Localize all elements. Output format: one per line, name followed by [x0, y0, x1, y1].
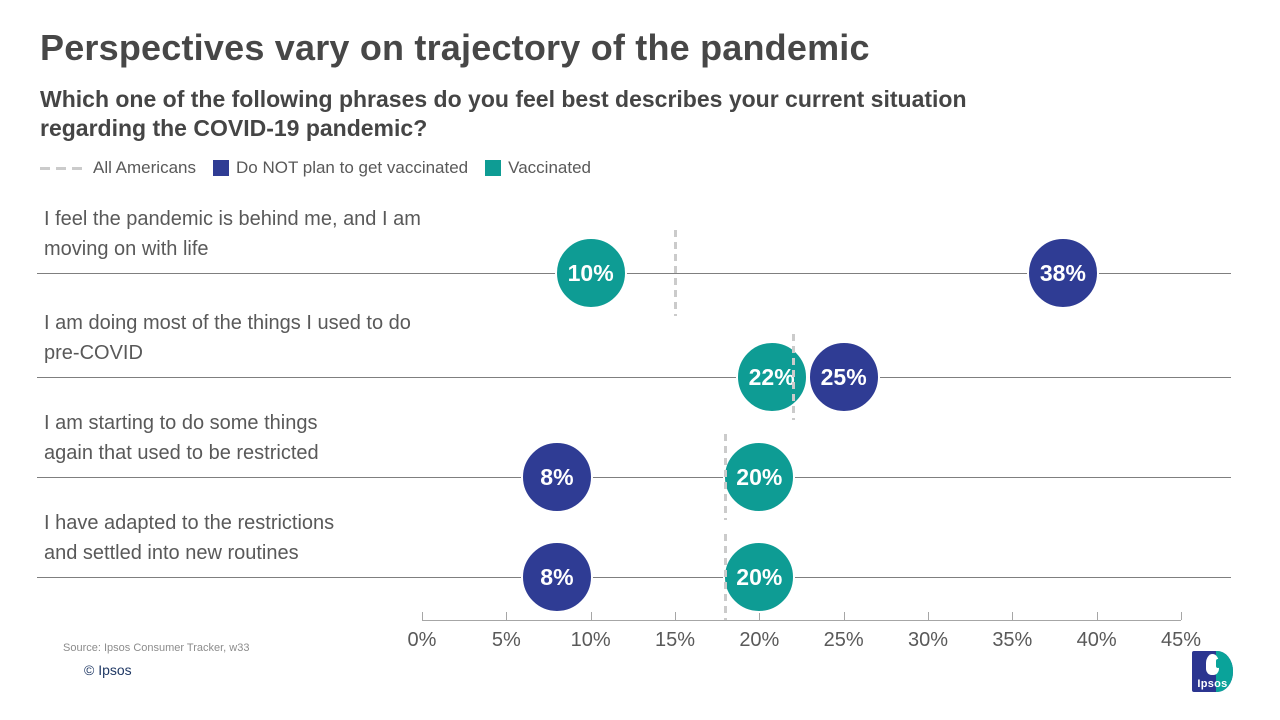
all-americans-reference-line [724, 434, 728, 520]
x-axis-tick [1096, 612, 1098, 620]
x-axis-tick [590, 612, 592, 620]
x-axis-tick [506, 612, 508, 620]
bubble-do-not-plan-to-get-vaccinated: 8% [520, 441, 593, 513]
legend-item: Do NOT plan to get vaccinated [212, 158, 469, 178]
x-axis-tick [1012, 612, 1014, 620]
legend-label: All Americans [93, 158, 196, 177]
source-note: Source: Ipsos Consumer Tracker, w33 [63, 642, 250, 654]
chart-legend: All Americans Do NOT plan to get vaccinat… [40, 157, 591, 179]
x-axis-tick [759, 612, 761, 620]
all-americans-reference-line [673, 230, 677, 316]
category-gridline [37, 273, 1231, 274]
logo-wordmark: Ipsos [1197, 678, 1228, 690]
category-gridline [37, 477, 1231, 478]
x-axis-tick-label: 35% [992, 629, 1033, 651]
copyright-text: © Ipsos [84, 662, 132, 678]
survey-question: Which one of the following phrases do yo… [40, 86, 967, 141]
legend-label: Vaccinated [508, 158, 591, 177]
logo-person-icon [1206, 654, 1219, 675]
x-axis-line [422, 620, 1181, 621]
x-axis-tick [422, 612, 423, 620]
all-americans-reference-line [724, 534, 728, 620]
bubble-vaccinated: 10% [554, 237, 627, 309]
x-axis-tick-label: 40% [1076, 629, 1117, 651]
x-axis-tick [843, 612, 845, 620]
x-axis-tick-label: 20% [739, 629, 780, 651]
x-axis-tick [675, 612, 676, 620]
x-axis-tick-label: 30% [907, 629, 949, 651]
legend-label: Do NOT plan to get vaccinated [235, 158, 469, 177]
x-axis-tick-label: 15% [654, 629, 696, 651]
bubble-vaccinated: 20% [723, 541, 796, 613]
x-axis-tick [1181, 612, 1182, 620]
legend-square-icon [212, 160, 229, 176]
bubble-vaccinated: 20% [723, 441, 796, 513]
all-americans-reference-line [791, 334, 795, 420]
bubble-do-not-plan-to-get-vaccinated: 38% [1026, 237, 1099, 309]
x-axis-tick-label: 25% [823, 629, 864, 651]
legend-square-icon [485, 160, 502, 176]
category-gridline [37, 377, 1231, 378]
legend-item: Vaccinated [485, 158, 591, 178]
x-axis-tick-label: 0% [407, 629, 437, 651]
page-title: Perspectives vary on trajectory of the p… [40, 27, 870, 68]
legend-item: All Americans [40, 158, 196, 178]
bubble-do-not-plan-to-get-vaccinated: 8% [520, 541, 593, 613]
legend-dashed-line-icon [40, 166, 86, 170]
x-axis-tick [928, 612, 929, 620]
x-axis-tick-label: 10% [570, 629, 611, 651]
x-axis-tick-label: 5% [491, 629, 521, 651]
category-label: I am starting to do some things again th… [44, 412, 319, 464]
bubble-do-not-plan-to-get-vaccinated: 25% [807, 341, 880, 413]
category-label: I am doing most of the things I used to … [44, 312, 411, 364]
logo-teal-panel [1216, 651, 1233, 692]
x-axis-tick-label: 45% [1160, 629, 1202, 651]
category-gridline [37, 577, 1231, 578]
bubble-vaccinated: 22% [735, 341, 808, 413]
logo-person-icon-notch [1216, 659, 1220, 668]
ipsos-logo: Ipsos [1192, 651, 1233, 692]
category-label: I feel the pandemic is behind me, and I … [44, 208, 421, 260]
category-label: I have adapted to the restrictions and s… [44, 512, 335, 564]
